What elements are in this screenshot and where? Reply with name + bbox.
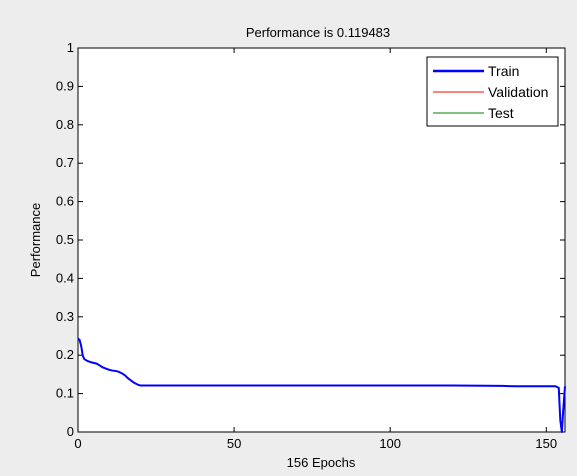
y-tick-label: 0.7 (56, 155, 74, 170)
legend: Train Validation Test (426, 56, 559, 127)
legend-label-train: Train (488, 63, 519, 79)
y-axis-label: Performance (28, 203, 43, 277)
y-tick-label: 0 (67, 424, 74, 439)
y-tick-label: 0.2 (56, 347, 74, 362)
y-tick-label: 0.6 (56, 194, 74, 209)
legend-label-validation: Validation (488, 84, 548, 100)
y-tick-label: 0.4 (56, 270, 74, 285)
series-line-train (77, 337, 566, 433)
axis-tick-labels: 0 50 100 150 0 0.1 0.2 0.3 0.4 0.5 0.6 0.7 0.8 0.9 1 (56, 40, 557, 451)
y-tick-label: 0.9 (56, 78, 74, 93)
series-layer (77, 337, 566, 433)
x-tick-label: 0 (74, 436, 81, 451)
x-tick-label: 150 (535, 436, 557, 451)
y-tick-label: 0.5 (56, 232, 74, 247)
y-tick-label: 0.8 (56, 117, 74, 132)
y-tick-label: 1 (67, 40, 74, 55)
x-tick-label: 100 (379, 436, 401, 451)
legend-label-test: Test (488, 105, 514, 121)
chart-title: Performance is 0.119483 (246, 25, 390, 40)
x-tick-label: 50 (227, 436, 241, 451)
y-tick-label: 0.3 (56, 309, 74, 324)
x-axis-label: 156 Epochs (287, 455, 356, 470)
y-tick-label: 0.1 (56, 386, 74, 401)
